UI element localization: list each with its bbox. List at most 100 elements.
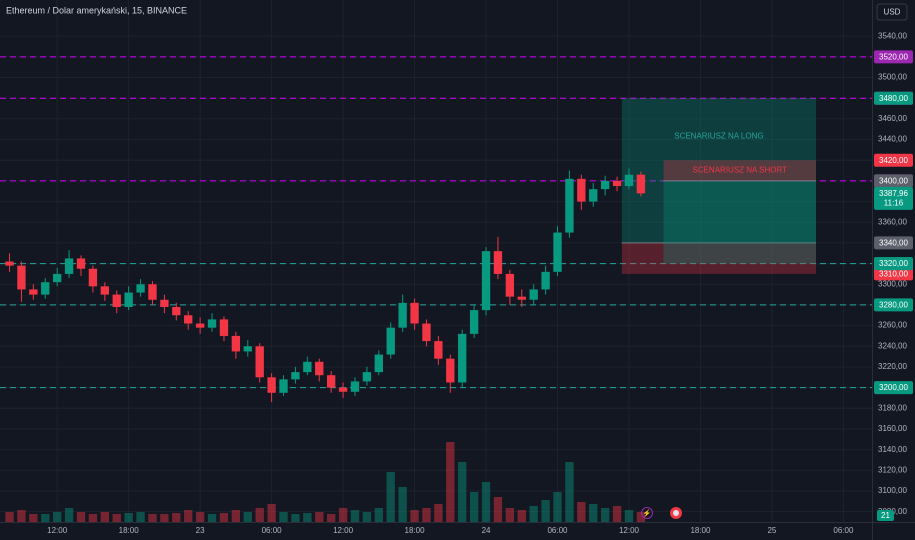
candle-body: [29, 289, 38, 295]
candle-body: [41, 282, 50, 295]
countdown-label: 11:16: [884, 198, 904, 207]
candle-body: [553, 232, 562, 272]
position-target-zone: [663, 180, 817, 264]
plot: SCENARIUSZ NA LONG SCENARIUSZ NA SHORT: [0, 56, 872, 522]
volume-bar: [315, 512, 324, 522]
candle-body: [17, 265, 26, 290]
position-label: SCENARIUSZ NA LONG: [674, 131, 763, 140]
volume-bar: [517, 510, 526, 522]
last-price-label: 3387,96: [879, 189, 908, 198]
candle-body: [231, 335, 241, 352]
currency[interactable]: USD: [884, 8, 901, 17]
candle-body: [505, 273, 515, 297]
volume-bar: [5, 512, 14, 522]
x-tick-label: 18:00: [405, 526, 426, 535]
volume-bar: [172, 513, 181, 522]
x-tick-label: 06:00: [262, 526, 283, 535]
event-icon-inner: [673, 510, 679, 516]
candle-body: [255, 346, 264, 378]
x-tick-label: 06:00: [833, 526, 854, 535]
volume-bar: [636, 512, 646, 522]
candle-body: [589, 189, 598, 202]
volume-bar: [100, 512, 109, 522]
x-tick-label: 12:00: [333, 526, 354, 535]
stop-tag-label: 3420,00: [879, 156, 908, 165]
level-tag: [874, 381, 913, 395]
volume-bar: [124, 513, 133, 522]
candle-body: [291, 372, 300, 380]
candle-body: [493, 251, 503, 274]
candle-body: [350, 381, 360, 392]
target-tag: [874, 257, 913, 271]
volume-bar: [279, 512, 288, 522]
position-label: SCENARIUSZ NA SHORT: [692, 166, 787, 175]
currency-button[interactable]: [876, 3, 908, 21]
candle-body: [338, 387, 348, 392]
volume-bar: [64, 508, 74, 522]
candle-body: [279, 379, 288, 393]
level-tag-label: 3520,00: [879, 52, 908, 61]
candle-body: [124, 292, 133, 307]
candle-body: [76, 258, 86, 269]
volume-bar: [600, 508, 610, 522]
candle-body: [160, 299, 169, 307]
volume-bar: [76, 512, 86, 522]
position-stop-zone: [663, 160, 817, 181]
volume-bar: [291, 514, 300, 522]
volume-bar: [458, 462, 467, 522]
volume-bar: [136, 512, 145, 522]
candle-body: [517, 296, 526, 300]
volume-bar: [624, 510, 634, 522]
event-icon[interactable]: [641, 507, 653, 519]
volume-bar: [338, 508, 348, 522]
candle-body: [612, 180, 622, 187]
candle-body: [207, 319, 217, 328]
x-tick-label: 12:00: [619, 526, 640, 535]
volume-bar: [148, 514, 157, 522]
entry-tag: [874, 236, 913, 250]
volume-bar: [565, 462, 574, 522]
y-tick-label: 3160,00: [878, 424, 907, 433]
volume-bar: [29, 514, 38, 522]
y-tick-label: 3300,00: [878, 279, 907, 288]
y-tick-label: 3540,00: [878, 31, 907, 40]
candle-body: [303, 361, 312, 373]
target-tag-label: 3320,00: [879, 259, 908, 268]
volume-bar: [541, 500, 550, 522]
stop-tag: [874, 153, 913, 167]
volume-bar: [207, 514, 217, 522]
entry-tag-label: 3400,00: [879, 177, 908, 186]
y-tick-label: 3500,00: [878, 73, 907, 82]
y-tick-label: 3360,00: [878, 217, 907, 226]
candle-body: [88, 268, 98, 287]
y-tick-label: 3220,00: [878, 362, 907, 371]
volume-bar: [160, 514, 169, 522]
x-tick-label: 12:00: [47, 526, 68, 535]
candle-body: [600, 180, 610, 190]
candle-body: [64, 258, 74, 274]
volume-bar: [255, 508, 264, 522]
candle-body: [422, 323, 431, 342]
entry-tag: [874, 174, 913, 188]
y-tick-label: 3180,00: [878, 403, 907, 412]
volume-bar: [112, 514, 121, 522]
candle-body: [577, 178, 586, 202]
volume-bar: [267, 504, 276, 522]
candle-body: [243, 346, 252, 352]
volume-bar: [350, 510, 360, 522]
candle-body: [327, 375, 336, 388]
volume-bar: [553, 492, 562, 522]
volume-bar: [374, 508, 383, 522]
volume-bar: [577, 502, 586, 522]
volume-bar: [219, 513, 229, 522]
x-tick-label: 18:00: [690, 526, 711, 535]
volume-bar: [231, 510, 241, 522]
y-tick-label: 3440,00: [878, 135, 907, 144]
candle-body: [469, 310, 479, 334]
candle-body: [386, 327, 395, 355]
candle-body: [458, 333, 467, 383]
volume-bar: [53, 512, 62, 522]
x-tick-label: 06:00: [547, 526, 568, 535]
